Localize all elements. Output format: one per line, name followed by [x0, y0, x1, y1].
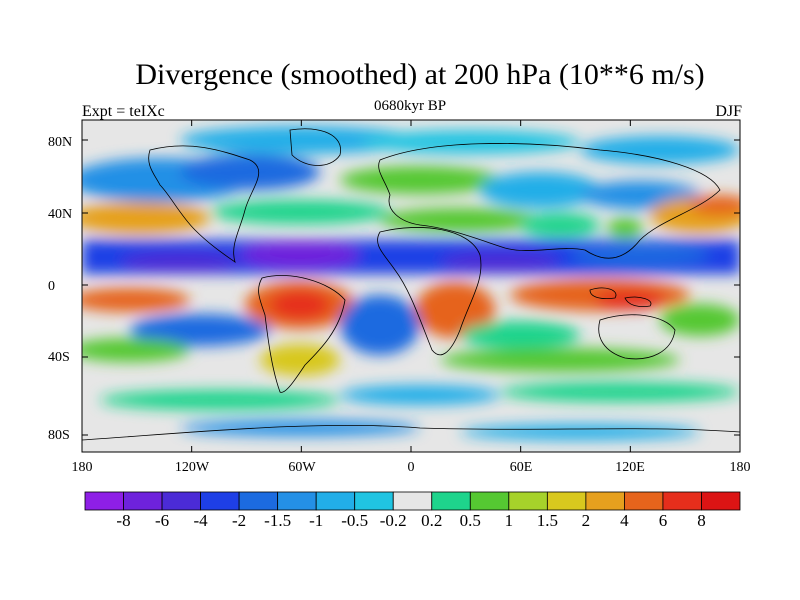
x-tick-120e: 120E — [615, 460, 645, 475]
colorbar-label: 1 — [504, 511, 514, 530]
colorbar-swatch — [508, 491, 548, 511]
colorbar-swatch — [469, 491, 510, 511]
colorbar-label: -2 — [232, 511, 247, 530]
y-tick-80n: 80N — [48, 135, 73, 150]
x-tick-60w: 60W — [288, 460, 316, 475]
x-tick-120w: 120W — [174, 460, 210, 475]
colorbar-label: 1.5 — [536, 511, 558, 530]
x-tick-180-west: 180 — [71, 460, 93, 475]
field-layer — [82, 120, 740, 452]
season-label: DJF — [715, 103, 742, 120]
colorbar-label: -6 — [154, 511, 170, 530]
y-tick-0: 0 — [48, 279, 55, 294]
colorbar-swatch — [123, 491, 163, 511]
colorbar-swatch — [701, 491, 741, 511]
colorbar-label: 4 — [620, 511, 629, 530]
colorbar-label: -0.5 — [341, 511, 369, 530]
colorbar-label: 6 — [658, 511, 668, 530]
axis-ticks — [81, 120, 741, 452]
field-patches — [82, 126, 740, 440]
y-tick-40s: 40S — [48, 350, 70, 365]
colorbar — [84, 491, 741, 511]
y-tick-80s: 80S — [48, 428, 70, 443]
colorbar-swatch — [624, 491, 664, 511]
colorbar-swatch — [84, 491, 124, 511]
colorbar-swatch — [431, 491, 471, 511]
experiment-label: Expt = teIXc — [82, 103, 165, 120]
colorbar-swatch — [392, 491, 433, 511]
colorbar-swatch — [238, 491, 279, 511]
colorbar-label: -0.2 — [379, 511, 407, 530]
colorbar-label: -8 — [116, 511, 131, 530]
colorbar-label: 2 — [581, 511, 591, 530]
colorbar-label: 0.5 — [459, 511, 481, 530]
colorbar-swatch — [315, 491, 356, 511]
y-tick-40n: 40N — [48, 207, 73, 222]
colorbar-label: -1.5 — [264, 511, 292, 530]
colorbar-swatch — [277, 491, 317, 511]
colorbar-swatch — [662, 491, 702, 511]
period-label: 0680kyr BP — [373, 98, 447, 114]
colorbar-label: 8 — [697, 511, 706, 530]
x-tick-180-east: 180 — [729, 460, 751, 475]
colorbar-swatch — [200, 491, 240, 511]
colorbar-swatch — [354, 491, 394, 511]
x-tick-0: 0 — [407, 460, 415, 475]
colorbar-label: -4 — [193, 511, 208, 530]
x-tick-60e: 60E — [509, 460, 533, 475]
colorbar-swatch — [546, 491, 587, 511]
chart-title: Divergence (smoothed) at 200 hPa (10**6 … — [135, 58, 705, 91]
colorbar-swatch — [161, 491, 201, 511]
coastlines — [82, 128, 740, 441]
colorbar-swatch — [585, 491, 625, 511]
colorbar-label: 0.2 — [421, 511, 443, 530]
colorbar-label: -1 — [309, 511, 324, 530]
